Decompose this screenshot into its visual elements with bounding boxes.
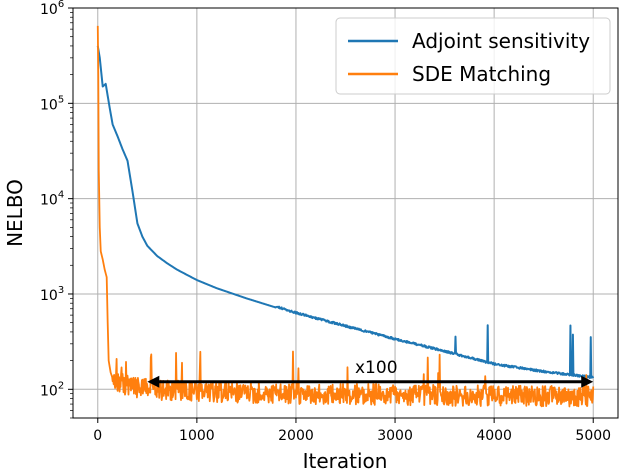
annotation-layer: x100 [147, 358, 594, 388]
x-tick-label: 2000 [278, 428, 314, 444]
x-tick-label: 5000 [575, 428, 611, 444]
y-tick-label: 102 [40, 380, 64, 399]
y-axis-title: NELBO [3, 179, 27, 247]
legend-label-sde: SDE Matching [412, 62, 551, 86]
plot-frame [72, 7, 619, 419]
annotation-label: x100 [355, 358, 398, 378]
x-tick-label: 0 [93, 428, 102, 444]
y-tick-label: 106 [40, 0, 64, 18]
x-tick-label: 4000 [476, 428, 512, 444]
annotation-arrowhead-right [581, 375, 594, 388]
y-tick-label: 103 [40, 285, 64, 304]
x-tick-label: 3000 [377, 428, 413, 444]
y-tick-label: 104 [40, 190, 64, 209]
y-axis-ticks: 102 103 104 105 106 [40, 0, 73, 419]
legend-box [335, 17, 611, 95]
series-line [96, 45, 595, 379]
legend: Adjoint sensitivity SDE Matching [335, 17, 611, 95]
x-axis-title: Iteration [303, 449, 388, 473]
x-axis-ticks: 0 1000 2000 3000 4000 5000 [93, 418, 611, 444]
series-line [96, 25, 595, 408]
series-layer [96, 25, 595, 408]
legend-label-adjoint: Adjoint sensitivity [412, 29, 590, 53]
y-tick-label: 105 [40, 94, 64, 113]
x-tick-label: 1000 [179, 428, 215, 444]
annotation-arrowhead-left [147, 375, 160, 388]
